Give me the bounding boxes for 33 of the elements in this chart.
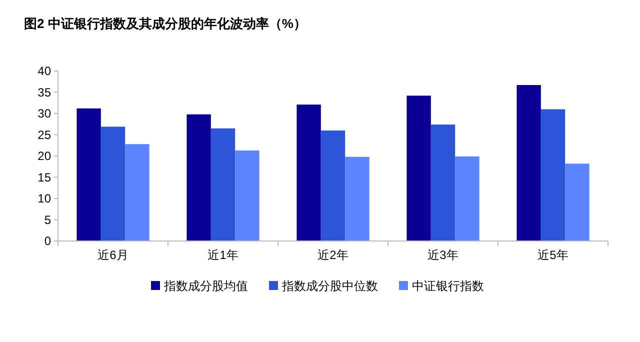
bar <box>125 144 150 241</box>
y-tick-label: 35 <box>38 85 52 100</box>
y-tick-label: 10 <box>38 192 52 206</box>
y-tick-label: 25 <box>38 128 52 142</box>
y-tick-label: 20 <box>38 149 52 164</box>
y-tick-label: 40 <box>38 64 52 78</box>
y-tick-label: 15 <box>38 170 52 184</box>
bar <box>565 164 590 241</box>
bar <box>320 130 346 241</box>
legend-label: 指数成分股中位数 <box>281 279 378 293</box>
x-tick-label: 近6月 <box>98 248 128 262</box>
x-tick-label: 近3年 <box>428 248 458 262</box>
bar <box>430 124 456 241</box>
legend-label: 指数成分股均值 <box>163 279 248 293</box>
chart-title: 图2 中证银行指数及其成分股的年化波动率（%） <box>24 16 306 31</box>
bar <box>455 156 480 241</box>
bar <box>210 128 236 241</box>
y-tick-label: 0 <box>44 234 52 248</box>
x-tick-label: 近2年 <box>318 248 348 262</box>
y-tick-label: 30 <box>38 106 52 121</box>
bar <box>186 114 211 241</box>
bar <box>235 150 260 241</box>
y-tick-label: 5 <box>44 212 52 227</box>
x-tick-label: 近1年 <box>208 248 238 262</box>
x-tick-label: 近5年 <box>538 248 568 262</box>
bar <box>540 109 566 241</box>
bar <box>406 96 431 241</box>
bar <box>76 108 101 241</box>
bar <box>100 126 126 241</box>
bar <box>296 104 321 241</box>
bar <box>516 85 541 241</box>
bar <box>345 156 370 241</box>
legend-label: 中证银行指数 <box>412 279 484 293</box>
